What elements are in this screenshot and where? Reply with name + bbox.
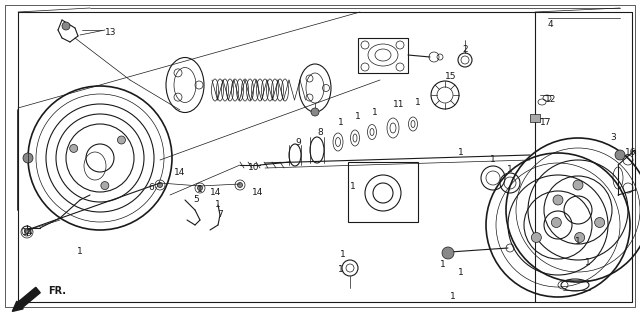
Text: 1: 1	[458, 148, 464, 157]
Circle shape	[531, 232, 541, 242]
Text: 16: 16	[625, 148, 637, 157]
Circle shape	[575, 232, 585, 242]
Text: 1: 1	[575, 237, 580, 246]
Text: 1: 1	[338, 265, 344, 274]
Circle shape	[237, 183, 243, 188]
Text: 12: 12	[545, 95, 556, 104]
Circle shape	[23, 153, 33, 163]
Text: 1: 1	[507, 165, 513, 174]
Text: 5: 5	[193, 195, 199, 204]
Circle shape	[573, 180, 583, 190]
Text: 1: 1	[490, 155, 496, 164]
Text: 14: 14	[22, 228, 33, 237]
Circle shape	[157, 183, 163, 188]
Text: 6: 6	[148, 183, 154, 192]
Bar	[348, 162, 418, 222]
Text: 3: 3	[610, 133, 616, 142]
Text: 1: 1	[215, 200, 221, 209]
Circle shape	[311, 108, 319, 116]
Text: 14: 14	[252, 188, 264, 197]
Text: 1: 1	[338, 118, 344, 127]
Text: 7: 7	[217, 210, 223, 219]
Bar	[530, 114, 540, 122]
Circle shape	[24, 228, 29, 233]
Text: 1: 1	[458, 268, 464, 277]
Circle shape	[595, 217, 605, 227]
Circle shape	[198, 186, 202, 191]
Text: 1: 1	[350, 182, 356, 191]
Text: 1: 1	[585, 258, 591, 267]
Text: 1: 1	[440, 260, 445, 269]
Text: FR.: FR.	[48, 286, 66, 296]
Text: 17: 17	[540, 118, 552, 127]
Circle shape	[62, 22, 70, 30]
Text: 15: 15	[445, 72, 456, 81]
Text: 1: 1	[372, 108, 378, 117]
Text: 1: 1	[77, 247, 83, 256]
Text: 11: 11	[393, 100, 404, 109]
Circle shape	[442, 247, 454, 259]
Circle shape	[615, 150, 625, 160]
Circle shape	[553, 195, 563, 205]
Text: 1: 1	[355, 112, 361, 121]
FancyArrow shape	[12, 287, 40, 311]
Text: 4: 4	[548, 20, 554, 29]
Circle shape	[101, 182, 109, 190]
Circle shape	[551, 217, 561, 227]
Text: 2: 2	[462, 45, 468, 54]
Text: 10: 10	[248, 163, 259, 172]
Text: 14: 14	[210, 188, 221, 197]
Text: 1: 1	[415, 98, 420, 107]
Text: 14: 14	[174, 168, 186, 177]
Bar	[358, 38, 408, 73]
Text: 1: 1	[450, 292, 456, 301]
Text: 13: 13	[105, 28, 116, 37]
Text: 8: 8	[317, 128, 323, 137]
Circle shape	[70, 144, 77, 153]
Text: 9: 9	[295, 138, 301, 147]
Text: 1: 1	[197, 185, 203, 194]
Text: 1: 1	[340, 250, 346, 259]
Circle shape	[118, 136, 125, 144]
